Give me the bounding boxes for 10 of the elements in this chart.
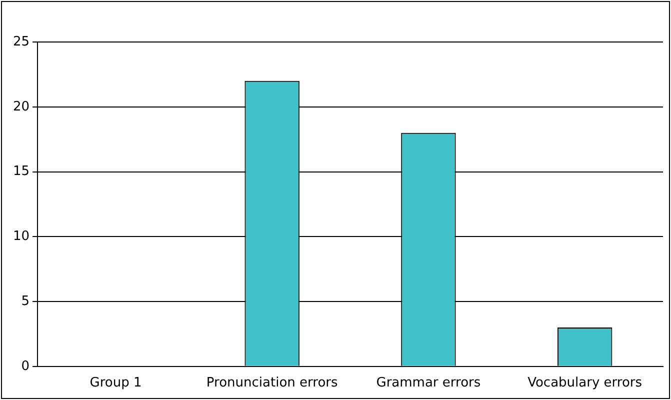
y-tick-label: 20 [12, 99, 30, 114]
x-tick-label: Vocabulary errors [528, 376, 642, 391]
y-tick-label: 5 [21, 294, 30, 309]
y-tick-label: 0 [21, 358, 30, 374]
y-tick-label: 10 [12, 229, 30, 244]
x-tick-label: Grammar errors [376, 376, 481, 391]
x-tick-label: Group 1 [90, 376, 142, 391]
y-tick-label: 25 [12, 34, 30, 50]
x-tick-label: Pronunciation errors [206, 376, 338, 391]
y-tick-label: 15 [12, 164, 30, 180]
